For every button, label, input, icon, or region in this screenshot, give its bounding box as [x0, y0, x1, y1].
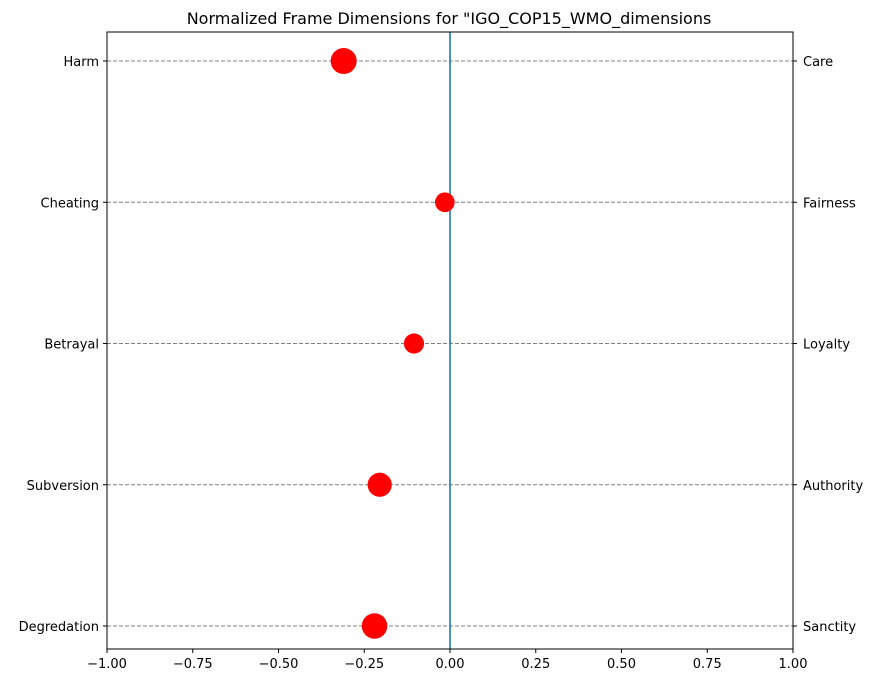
x-tick-label: −1.00 [87, 657, 127, 672]
right-tick-label: Care [803, 55, 833, 70]
right-axis: Care Fairness Loyalty Authority Sanctity [793, 55, 863, 635]
right-tick-label: Sanctity [803, 620, 856, 635]
x-tick-label: 0.50 [607, 657, 636, 672]
data-point [361, 613, 388, 639]
x-tick-label: −0.50 [259, 657, 299, 672]
right-tick-label: Authority [803, 479, 863, 494]
x-tick-label: 0.75 [693, 657, 722, 672]
marker-layer [330, 48, 455, 639]
data-point [435, 192, 455, 213]
data-point [330, 48, 357, 74]
x-tick-label: 0.00 [436, 657, 465, 672]
left-tick-label: Degredation [19, 620, 99, 635]
right-tick-label: Loyalty [803, 338, 850, 353]
x-tick-label: 0.25 [521, 657, 550, 672]
left-tick-label: Cheating [41, 196, 99, 211]
left-tick-label: Harm [63, 55, 99, 70]
chart-title: Normalized Frame Dimensions for "IGO_COP… [187, 9, 712, 29]
x-tick-label: 1.00 [779, 657, 808, 672]
data-point [367, 472, 392, 497]
left-tick-label: Betrayal [44, 338, 99, 353]
x-tick-label: −0.75 [173, 657, 213, 672]
left-axis: Harm Cheating Betrayal Subversion Degredatio… [19, 55, 107, 635]
data-point [403, 333, 425, 354]
right-tick-label: Fairness [803, 196, 856, 211]
x-tick-label: −0.25 [344, 657, 384, 672]
x-axis: −1.00 −0.75 −0.50 −0.25 0.00 0.25 0.50 0.75 1.00 [87, 649, 807, 672]
left-tick-label: Subversion [27, 479, 99, 494]
